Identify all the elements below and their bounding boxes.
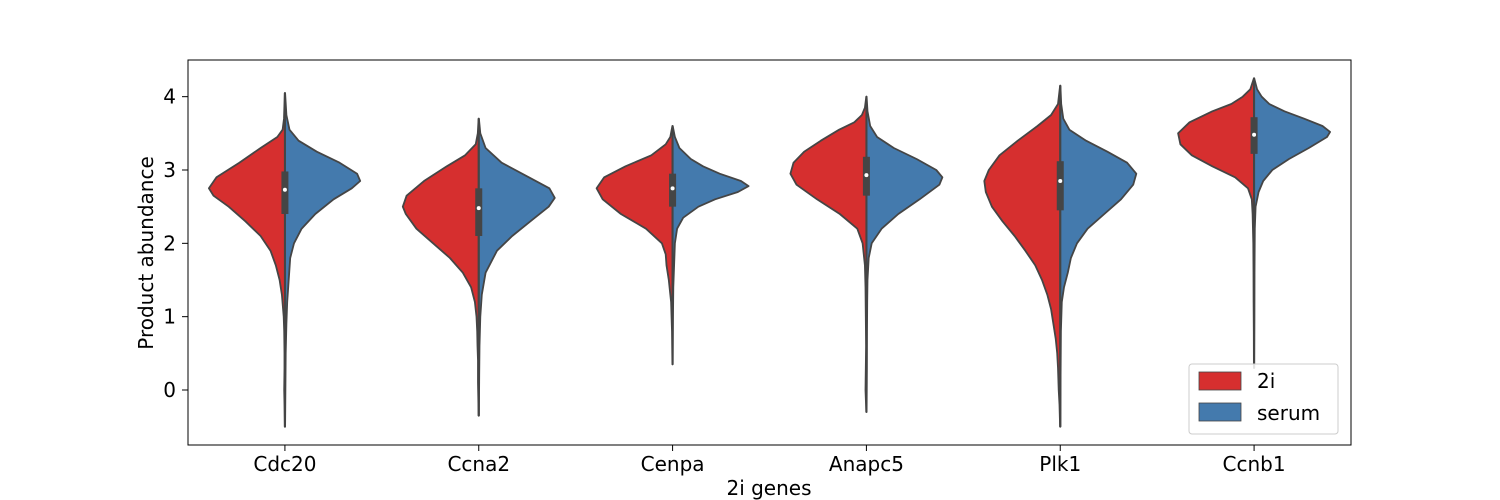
violin-serum-ccnb1 <box>1253 77 1331 369</box>
violin-2i-cdc20 <box>208 92 286 428</box>
violin-2i-ccnb1 <box>1177 77 1255 369</box>
violin-serum-cenpa <box>671 125 750 366</box>
plot-area-frame <box>187 59 1352 446</box>
y-tick-label: 1 <box>163 305 176 329</box>
x-axis-label: 2i genes <box>726 476 811 500</box>
legend-label-serum: serum <box>1257 401 1320 425</box>
y-axis-label: Product abundance <box>134 156 158 350</box>
violin-2i-ccna2 <box>401 117 480 417</box>
x-tick-label: Ccna2 <box>447 452 510 476</box>
median-dot-plk1 <box>1058 179 1063 183</box>
y-tick-label: 2 <box>163 231 176 255</box>
median-dot-cdc20 <box>282 187 287 192</box>
x-tick-label: Cenpa <box>641 452 705 476</box>
median-dot-anapc5 <box>864 173 869 178</box>
violin-2i-plk1 <box>983 84 1062 428</box>
x-tick-label: Plk1 <box>1039 452 1081 476</box>
violin-serum-anapc5 <box>865 95 944 413</box>
violin-2i-anapc5 <box>789 95 868 413</box>
median-dot-cenpa <box>670 186 675 191</box>
legend-swatch-serum <box>1198 402 1242 422</box>
legend-label-2i: 2i <box>1257 369 1275 393</box>
y-tick-label: 3 <box>163 158 176 182</box>
legend-swatch-2i <box>1198 371 1242 391</box>
median-dot-ccnb1 <box>1252 132 1257 137</box>
x-tick-label: Cdc20 <box>253 452 316 476</box>
violin-serum-ccna2 <box>477 117 556 417</box>
violin-serum-cdc20 <box>284 92 362 428</box>
x-tick-label: Ccnb1 <box>1223 452 1286 476</box>
x-axis: Cdc20 Ccna2 Cenpa Anapc5 Plk1 Ccnb1 <box>253 445 1286 476</box>
legend: 2i serum <box>1188 363 1339 435</box>
x-tick-label: Anapc5 <box>829 452 904 476</box>
iqr-box-cdc20 <box>281 171 289 214</box>
iqr-box-ccna2 <box>475 188 483 236</box>
violins-layer <box>208 77 1331 428</box>
violin-2i-cenpa <box>595 125 674 366</box>
y-tick-label: 0 <box>163 378 176 402</box>
iqr-box-plk1 <box>1056 161 1064 211</box>
violin-serum-plk1 <box>1059 84 1138 428</box>
boxes-layer <box>281 78 1258 427</box>
y-axis: 0 1 2 3 4 <box>163 85 188 402</box>
y-tick-label: 4 <box>163 85 176 109</box>
median-dot-ccna2 <box>476 206 481 211</box>
